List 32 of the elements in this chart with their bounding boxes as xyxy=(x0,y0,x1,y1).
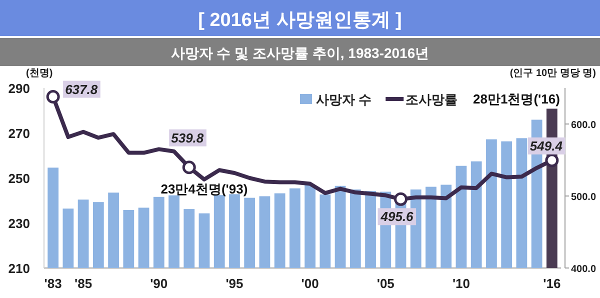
y-tick-label: 270 xyxy=(8,126,30,141)
legend-label: 사망자 수 xyxy=(316,92,372,107)
x-tick-label: '10 xyxy=(452,276,470,291)
x-tick-label: '05 xyxy=(376,276,394,291)
x-tick-label: '85 xyxy=(74,276,92,291)
y-tick-label: 290 xyxy=(8,81,30,96)
y-tick-label: 230 xyxy=(8,216,30,231)
point xyxy=(394,192,408,206)
data-label: 637.8 xyxy=(65,82,98,97)
x-tick-label: '90 xyxy=(150,276,168,291)
point xyxy=(182,160,196,174)
x-tick-label: '16 xyxy=(543,276,561,291)
x-tick-label: '00 xyxy=(301,276,319,291)
y-tick-label: 250 xyxy=(8,171,30,186)
x-tick-label: '95 xyxy=(226,276,244,291)
chart-subtitle: 사망자 수 및 조사망률 추이, 1983-2016년 xyxy=(170,45,430,61)
legend-label: 조사망률 xyxy=(406,92,458,107)
y-axis-title: (천명) xyxy=(26,68,53,79)
y-tick-label: 210 xyxy=(8,261,30,276)
data-label: 539.8 xyxy=(171,130,204,146)
y2-tick-label: 500.0 xyxy=(571,192,596,203)
point xyxy=(46,90,60,104)
y2-tick-label: 400.0 xyxy=(571,264,596,275)
y2-axis-title: (인구 10만 명당 명) xyxy=(510,68,596,79)
annotation: 28만1천명('16) xyxy=(473,92,560,107)
annotation: 23만4천명('93) xyxy=(160,181,248,196)
x-tick-label: '83 xyxy=(44,276,62,291)
data-label: 495.6 xyxy=(380,209,414,224)
y2-tick-label: 600.0 xyxy=(571,120,596,131)
point xyxy=(545,154,559,168)
data-label: 549.4 xyxy=(530,138,564,154)
chart-title: [ 2016년 사망원인통계 ] xyxy=(198,10,402,31)
